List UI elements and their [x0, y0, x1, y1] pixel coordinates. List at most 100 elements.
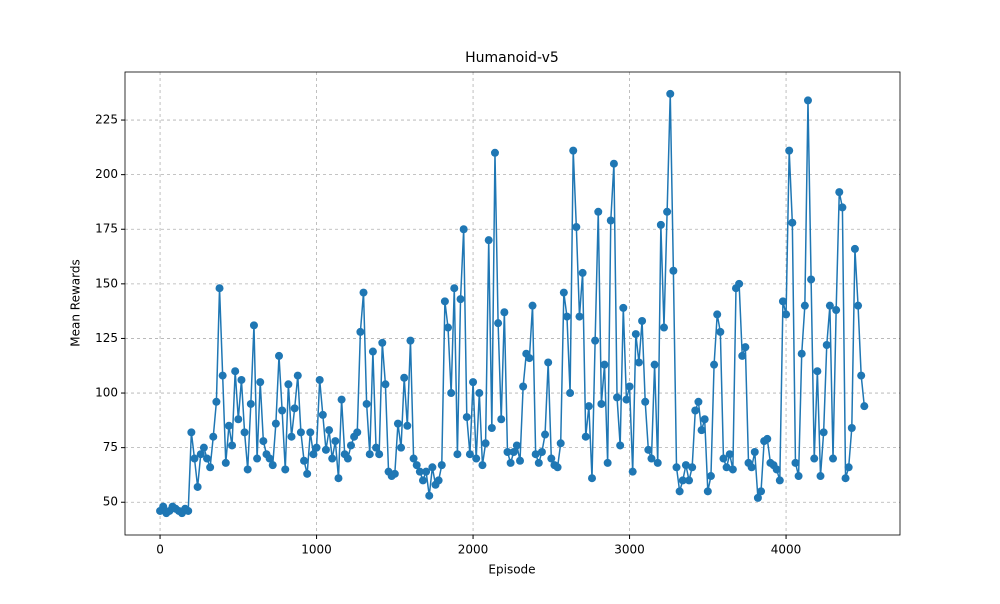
data-point: [459, 225, 468, 234]
data-point: [832, 306, 841, 315]
data-point: [613, 393, 622, 402]
data-point: [713, 310, 722, 319]
data-point: [484, 236, 493, 245]
data-point: [728, 465, 737, 474]
data-point: [700, 415, 709, 424]
y-tick-label: 200: [95, 167, 118, 181]
data-point: [591, 336, 600, 345]
data-point: [694, 397, 703, 406]
data-point: [788, 218, 797, 227]
data-point: [184, 506, 193, 515]
data-point: [368, 347, 377, 356]
data-point: [312, 443, 321, 452]
data-point: [362, 399, 371, 408]
data-point: [659, 323, 668, 332]
data-point: [810, 454, 819, 463]
data-point: [600, 360, 609, 369]
data-point: [465, 450, 474, 459]
data-point: [691, 406, 700, 415]
y-tick-label: 50: [103, 495, 118, 509]
y-tick-label: 175: [95, 222, 118, 236]
data-point: [218, 371, 227, 380]
data-point: [675, 487, 684, 496]
data-point: [672, 463, 681, 472]
data-point: [544, 358, 553, 367]
data-point: [835, 188, 844, 197]
y-tick-label: 225: [95, 113, 118, 127]
x-tick-label: 4000: [771, 543, 802, 557]
data-point: [246, 399, 255, 408]
data-point: [794, 472, 803, 481]
data-point: [638, 316, 647, 325]
data-point: [190, 454, 199, 463]
data-point: [706, 472, 715, 481]
data-point: [778, 297, 787, 306]
data-point: [212, 397, 221, 406]
data-point: [578, 268, 587, 277]
data-point: [278, 406, 287, 415]
data-point: [825, 301, 834, 310]
data-point: [562, 312, 571, 321]
data-point: [494, 319, 503, 328]
data-point: [738, 351, 747, 360]
data-point: [400, 373, 409, 382]
data-point: [315, 375, 324, 384]
data-point: [321, 445, 330, 454]
data-point: [303, 469, 312, 478]
data-point: [318, 410, 327, 419]
data-point: [406, 336, 415, 345]
x-tick-label: 3000: [614, 543, 645, 557]
data-point: [293, 371, 302, 380]
data-point: [196, 450, 205, 459]
data-point: [243, 465, 252, 474]
data-point: [203, 454, 212, 463]
data-point: [328, 454, 337, 463]
data-point: [575, 312, 584, 321]
data-point: [472, 454, 481, 463]
data-point: [797, 349, 806, 358]
data-point: [253, 454, 262, 463]
data-point: [343, 454, 352, 463]
data-point: [516, 456, 525, 465]
data-point: [462, 413, 471, 422]
data-point: [193, 482, 202, 491]
data-point: [300, 456, 309, 465]
data-point: [393, 419, 402, 428]
data-point: [650, 360, 659, 369]
x-tick-label: 1000: [301, 543, 332, 557]
data-point: [331, 437, 340, 446]
data-point: [359, 288, 368, 297]
data-point: [750, 448, 759, 457]
data-point: [159, 502, 168, 511]
data-point: [206, 463, 215, 472]
data-point: [256, 378, 265, 387]
data-point: [381, 380, 390, 389]
data-point: [663, 207, 672, 216]
data-point: [475, 389, 484, 398]
axes-frame: [124, 71, 901, 536]
data-point: [785, 146, 794, 155]
y-tick-label: 150: [95, 276, 118, 290]
data-point: [378, 338, 387, 347]
data-point: [296, 428, 305, 437]
x-tick-label: 0: [156, 543, 164, 557]
chart-title: Humanoid-v5: [465, 50, 559, 66]
data-point: [259, 437, 268, 446]
data-point: [547, 454, 556, 463]
data-point: [237, 375, 246, 384]
data-point: [625, 382, 634, 391]
data-point: [534, 458, 543, 467]
data-point: [569, 146, 578, 155]
data-point: [231, 367, 240, 376]
data-point: [469, 378, 478, 387]
data-point: [719, 454, 728, 463]
data-point: [519, 382, 528, 391]
data-point: [418, 476, 427, 485]
data-point: [290, 404, 299, 413]
data-point: [390, 469, 399, 478]
data-point: [647, 454, 656, 463]
data-point: [415, 467, 424, 476]
data-point: [594, 207, 603, 216]
data-point: [631, 330, 640, 339]
data-point: [597, 399, 606, 408]
